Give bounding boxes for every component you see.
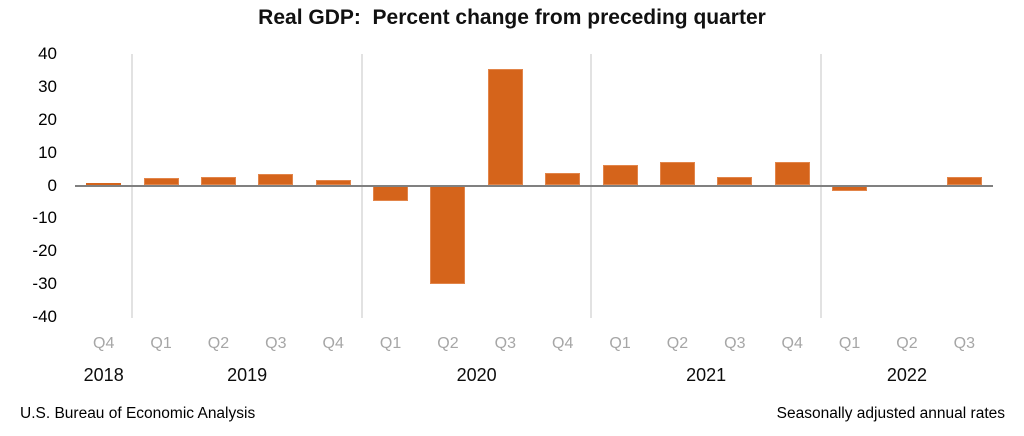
y-axis-tick-label: 0 <box>47 175 57 195</box>
gdp-bar-2021-Q2 <box>659 162 695 186</box>
x-axis-year-label: 2022 <box>886 365 927 385</box>
gdp-bar-2020-Q2 <box>430 185 466 284</box>
gdp-bar-2020-Q1 <box>373 185 409 201</box>
x-axis-quarter-label: Q2 <box>666 335 689 352</box>
gdp-bar-2021-Q1 <box>602 164 638 186</box>
y-axis-tick-label: 20 <box>38 109 57 129</box>
y-axis-tick-label: 10 <box>38 142 57 162</box>
x-axis-quarter-label: Q4 <box>322 335 344 352</box>
gdp-bar-2021-Q4 <box>774 162 810 186</box>
y-axis-tick-label: -10 <box>32 208 57 228</box>
x-axis-quarter-label: Q1 <box>150 335 172 352</box>
source-attribution: U.S. Bureau of Economic Analysis <box>20 405 256 422</box>
adjustment-note: Seasonally adjusted annual rates <box>776 405 1005 422</box>
x-axis-year-label: 2020 <box>456 365 497 385</box>
y-axis-tick-label: -20 <box>32 241 57 261</box>
y-axis-tick-label: 30 <box>38 76 57 96</box>
x-axis-quarter-label: Q1 <box>379 335 402 352</box>
y-axis-tick-label: 40 <box>38 44 57 63</box>
x-axis-year-label: 2021 <box>686 365 727 385</box>
gdp-bar-2018-Q4 <box>86 183 122 186</box>
gdp-bar-2020-Q3 <box>487 69 523 186</box>
y-axis-tick-label: -30 <box>32 274 57 294</box>
x-axis-quarter-label: Q1 <box>609 335 631 352</box>
x-axis-quarter-label: Q1 <box>838 335 861 352</box>
zero-axis-line <box>75 184 993 187</box>
x-axis-quarter-label: Q3 <box>494 335 516 352</box>
x-axis-quarter-label: Q2 <box>896 335 918 352</box>
x-axis-year-label: 2019 <box>227 365 268 385</box>
x-axis-quarter-label: Q4 <box>93 335 115 352</box>
x-axis-quarter-label: Q4 <box>781 335 803 352</box>
chart-title: Real GDP: Percent change from preceding … <box>258 6 766 29</box>
x-axis-quarter-label: Q3 <box>265 335 287 352</box>
x-axis-quarter-label: Q2 <box>207 335 230 352</box>
x-axis-quarter-label: Q3 <box>953 335 975 352</box>
x-axis-quarter-label: Q3 <box>724 335 746 352</box>
y-axis-tick-label: -40 <box>32 307 57 326</box>
x-axis-year-label: 2018 <box>83 365 124 385</box>
x-axis-quarter-label: Q2 <box>437 335 459 352</box>
x-axis-quarter-label: Q4 <box>552 335 574 352</box>
